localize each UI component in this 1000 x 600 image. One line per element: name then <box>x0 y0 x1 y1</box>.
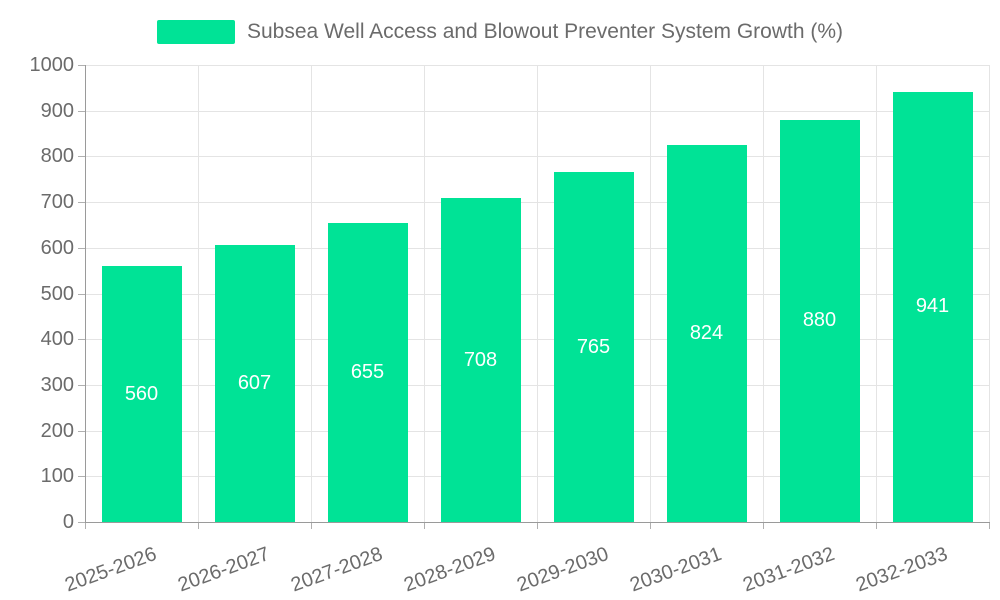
y-axis-tick-label: 200 <box>40 419 74 442</box>
bar-value-label: 560 <box>124 382 159 405</box>
x-gridline <box>989 65 990 522</box>
x-gridline <box>876 65 877 522</box>
x-axis-tick <box>198 523 199 529</box>
x-gridline <box>537 65 538 522</box>
y-axis-line <box>85 65 86 523</box>
y-axis-tick-label: 600 <box>40 236 74 259</box>
y-axis-tick-label: 100 <box>40 465 74 488</box>
x-gridline <box>311 65 312 522</box>
bar[interactable]: 880 <box>779 119 860 522</box>
y-axis-tick <box>78 476 85 478</box>
legend-swatch-icon <box>156 20 235 44</box>
x-axis-tick <box>537 523 538 529</box>
y-axis-tick <box>78 339 85 341</box>
y-axis-tick <box>78 202 85 204</box>
y-axis-tick-label: 700 <box>40 191 74 214</box>
y-axis-tick <box>78 110 85 112</box>
bar[interactable]: 560 <box>101 266 182 522</box>
x-axis-line <box>85 522 990 523</box>
x-gridline <box>198 65 199 522</box>
x-axis-tick <box>311 523 312 529</box>
x-gridline <box>424 65 425 522</box>
x-axis-tick <box>85 523 86 529</box>
bar-value-label: 941 <box>915 295 950 318</box>
x-axis-tick <box>763 523 764 529</box>
y-axis-tick <box>78 522 85 523</box>
x-axis-tick <box>650 523 651 529</box>
y-axis-tick-label: 400 <box>40 328 74 351</box>
x-gridline <box>650 65 651 522</box>
bar-value-label: 765 <box>576 335 611 358</box>
x-axis-tick <box>989 523 990 529</box>
y-axis-tick <box>78 384 85 386</box>
y-axis-tick <box>78 247 85 249</box>
x-axis-tick <box>424 523 425 529</box>
bar-value-label: 824 <box>689 322 724 345</box>
x-axis-tick <box>876 523 877 529</box>
y-axis-tick-label: 500 <box>40 282 74 305</box>
legend-label: Subsea Well Access and Blowout Preventer… <box>246 20 844 43</box>
y-axis-tick <box>78 430 85 432</box>
y-axis-tick-label: 800 <box>40 145 74 168</box>
bar[interactable]: 655 <box>327 222 408 522</box>
y-axis-tick-label: 1000 <box>29 54 75 76</box>
y-axis-tick-label: 300 <box>40 373 74 396</box>
legend[interactable]: Subsea Well Access and Blowout Preventer… <box>0 17 1000 47</box>
bar[interactable]: 708 <box>440 198 521 522</box>
bar[interactable]: 765 <box>553 172 634 522</box>
y-axis-tick-label: 0 <box>62 511 74 533</box>
x-gridline <box>763 65 764 522</box>
y-axis-tick-label: 900 <box>40 99 74 122</box>
bar[interactable]: 824 <box>666 145 747 522</box>
bar-value-label: 708 <box>463 348 498 371</box>
y-axis-tick <box>78 156 85 158</box>
y-axis-tick <box>78 293 85 295</box>
bar-value-label: 607 <box>237 371 272 394</box>
bar[interactable]: 941 <box>892 91 973 522</box>
y-axis-tick <box>78 65 85 66</box>
bar-value-label: 655 <box>350 360 385 383</box>
bar-value-label: 880 <box>802 309 837 332</box>
bar[interactable]: 607 <box>214 244 295 522</box>
